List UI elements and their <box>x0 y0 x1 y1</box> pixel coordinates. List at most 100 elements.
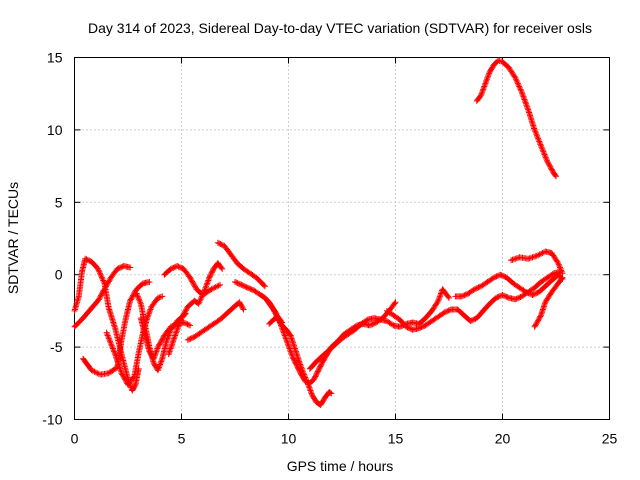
data-point-plus-marker <box>332 336 344 348</box>
data-point-plus-marker <box>311 368 321 382</box>
series-trace-16 <box>452 271 566 300</box>
data-point-plus-marker <box>88 298 101 311</box>
data-point-plus-marker <box>80 355 94 373</box>
data-point-plus-marker <box>422 318 434 329</box>
data-point-plus-marker <box>257 292 267 301</box>
data-point-plus-marker <box>268 303 278 315</box>
x-tick-label: 5 <box>178 431 186 447</box>
data-point-plus-marker <box>473 93 484 104</box>
data-point-plus-marker <box>383 318 396 328</box>
data-point-plus-marker <box>159 339 170 362</box>
data-point-plus-marker <box>553 173 559 180</box>
data-point-plus-marker <box>289 354 300 368</box>
x-tick-label: 10 <box>281 431 297 447</box>
data-point-plus-marker <box>247 270 259 280</box>
data-point-plus-marker <box>548 281 561 296</box>
data-point-plus-marker <box>219 265 226 272</box>
data-point-plus-marker <box>253 274 263 284</box>
data-point-plus-marker <box>516 284 528 295</box>
data-point-plus-marker <box>542 290 554 306</box>
series-trace-10 <box>214 239 268 290</box>
data-point-plus-marker <box>422 308 434 322</box>
data-point-plus-marker <box>428 299 441 314</box>
data-point-plus-marker <box>266 317 276 327</box>
data-point-plus-marker <box>208 282 222 293</box>
data-point-plus-marker <box>326 342 338 353</box>
data-point-plus-marker <box>221 242 233 257</box>
data-point-plus-marker <box>180 265 193 280</box>
data-point-plus-marker <box>279 319 286 326</box>
data-point-plus-marker <box>217 311 229 323</box>
series-trace-12 <box>264 297 399 387</box>
data-point-plus-marker <box>555 260 565 275</box>
plot-frame <box>74 57 610 420</box>
data-point-plus-marker <box>497 271 509 280</box>
data-point-plus-marker <box>187 274 199 291</box>
data-point-plus-marker <box>159 293 166 300</box>
data-point-plus-marker <box>465 287 477 297</box>
data-point-plus-marker <box>107 267 120 281</box>
data-point-plus-marker <box>454 306 466 318</box>
data-point-plus-marker <box>503 274 516 286</box>
data-point-plus-marker <box>535 284 548 296</box>
data-point-plus-marker <box>538 275 550 285</box>
data-point-plus-marker <box>129 382 138 394</box>
data-point-plus-marker <box>315 359 326 374</box>
data-point-plus-marker <box>428 314 440 324</box>
data-point-plus-marker <box>309 391 319 404</box>
data-point-plus-marker <box>499 292 511 301</box>
data-point-plus-marker <box>559 274 566 281</box>
data-point-plus-marker <box>180 319 192 328</box>
data-point-plus-marker <box>217 281 224 288</box>
series-trace-17 <box>508 248 566 277</box>
data-point-plus-marker <box>101 275 114 293</box>
data-point-plus-marker <box>298 371 308 384</box>
data-point-plus-marker <box>150 345 161 362</box>
data-point-plus-marker <box>396 316 409 329</box>
data-point-plus-marker <box>548 250 561 265</box>
y-tick-label: 15 <box>47 50 63 66</box>
data-point-plus-marker <box>345 327 357 338</box>
data-point-plus-marker <box>174 263 186 272</box>
data-point-plus-marker <box>165 334 178 358</box>
data-point-plus-marker <box>351 321 364 333</box>
data-point-plus-marker <box>210 317 222 327</box>
data-point-plus-marker <box>257 278 267 289</box>
data-point-plus-marker <box>240 265 252 276</box>
data-point-plus-marker <box>306 377 317 387</box>
data-point-plus-marker <box>112 351 125 375</box>
data-point-plus-marker <box>544 158 557 176</box>
data-point-plus-marker <box>133 290 144 306</box>
series-trace-19 <box>473 57 559 180</box>
data-point-plus-marker <box>187 322 194 329</box>
data-point-plus-marker <box>95 287 107 304</box>
data-point-plus-marker <box>206 267 216 281</box>
data-point-plus-marker <box>512 294 524 303</box>
data-point-plus-marker <box>199 287 214 298</box>
data-point-plus-marker <box>538 142 550 164</box>
data-point-plus-marker <box>313 353 325 365</box>
data-point-plus-marker <box>390 312 402 322</box>
data-point-plus-marker <box>161 325 173 339</box>
data-point-plus-marker <box>244 284 256 293</box>
series-trace-15 <box>383 268 564 333</box>
data-point-plus-marker <box>127 264 134 271</box>
data-point-plus-marker <box>161 266 173 278</box>
data-point-plus-marker <box>261 283 268 290</box>
y-tick-label: -10 <box>42 412 62 428</box>
data-point-plus-marker <box>105 365 120 377</box>
data-point-plus-marker <box>499 58 511 70</box>
data-point-plus-marker <box>366 320 378 329</box>
data-point-plus-marker <box>283 326 293 338</box>
data-point-plus-marker <box>339 331 351 342</box>
series-trace-7 <box>165 260 226 358</box>
x-tick-label: 20 <box>495 431 511 447</box>
data-point-plus-marker <box>542 278 554 290</box>
data-point-plus-marker <box>486 295 498 307</box>
data-point-plus-marker <box>75 270 85 300</box>
data-point-plus-marker <box>555 275 565 287</box>
series-trace-18 <box>531 274 566 330</box>
data-point-plus-marker <box>480 301 492 314</box>
data-point-plus-marker <box>383 307 396 318</box>
